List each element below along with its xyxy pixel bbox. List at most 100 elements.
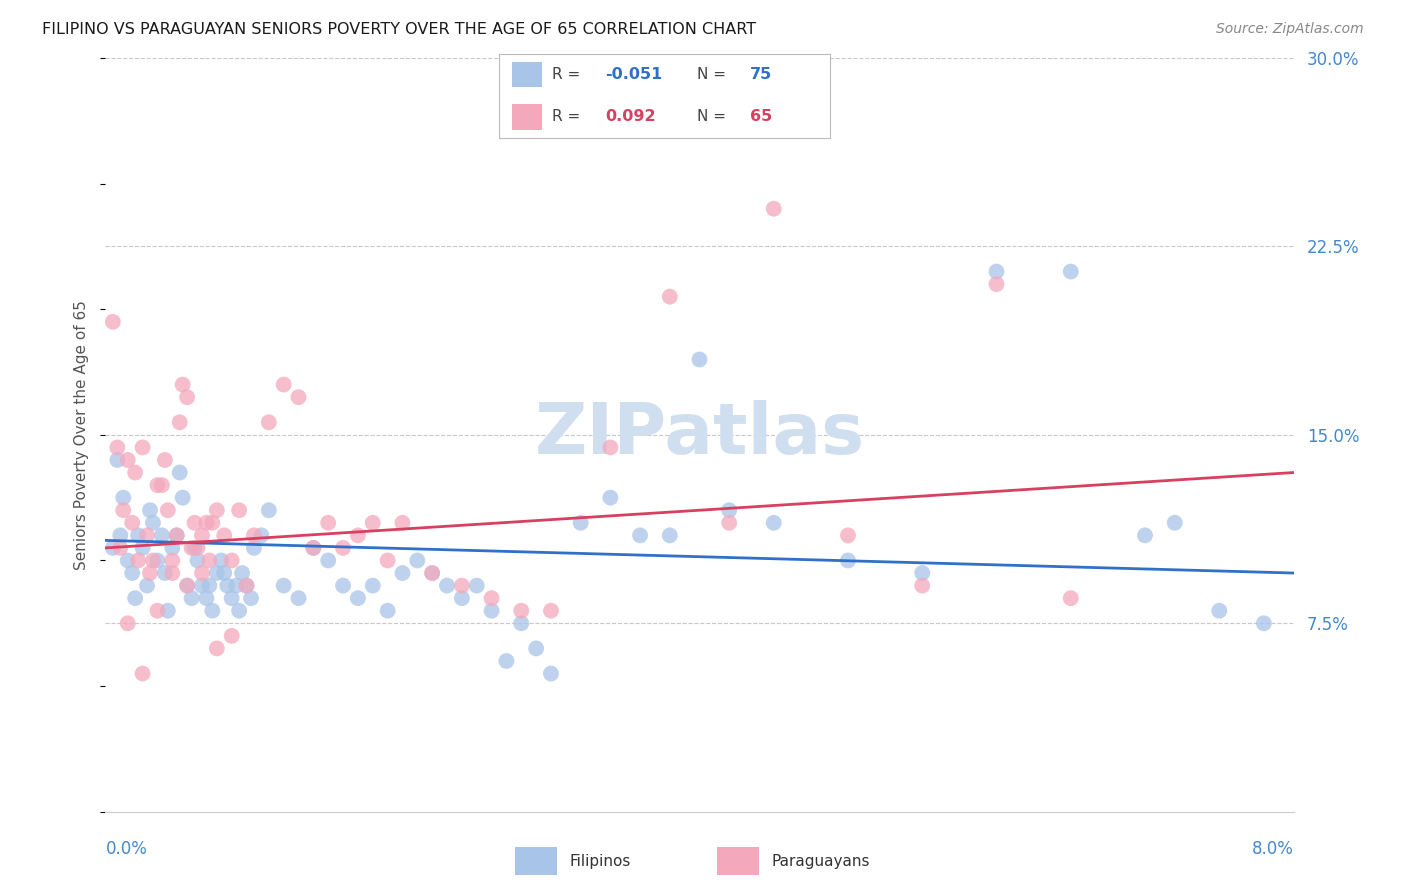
Point — [176, 390, 198, 404]
Point — [228, 604, 250, 618]
Text: Filipinos: Filipinos — [569, 854, 631, 869]
Point — [377, 553, 399, 567]
Point — [139, 566, 162, 580]
Point — [540, 604, 562, 618]
Point — [718, 516, 741, 530]
Point — [911, 579, 934, 593]
Point — [273, 377, 295, 392]
Point — [273, 579, 295, 593]
Point — [302, 541, 325, 555]
Point — [186, 541, 208, 555]
Point — [162, 541, 184, 555]
Point — [162, 566, 184, 580]
Point — [131, 541, 153, 555]
Point — [142, 516, 165, 530]
Point — [986, 277, 1008, 292]
Point — [112, 503, 135, 517]
Point — [1060, 264, 1083, 278]
Point — [166, 528, 188, 542]
Point — [105, 453, 128, 467]
Point — [217, 579, 239, 593]
Point — [347, 528, 370, 542]
Point — [214, 566, 236, 580]
Point — [124, 466, 146, 480]
Point — [146, 604, 169, 618]
Point — [524, 641, 547, 656]
Point — [146, 553, 169, 567]
Point — [131, 666, 153, 681]
Point — [136, 528, 159, 542]
Point — [347, 591, 370, 606]
Point — [243, 541, 266, 555]
Point — [1164, 516, 1187, 530]
Point — [101, 315, 124, 329]
Bar — [717, 847, 759, 875]
Point — [209, 553, 232, 567]
Point — [101, 541, 124, 555]
Point — [450, 591, 472, 606]
Point — [510, 604, 533, 618]
Point — [205, 641, 228, 656]
Text: R =: R = — [553, 67, 581, 82]
Point — [599, 441, 621, 455]
Point — [146, 478, 169, 492]
Point — [377, 604, 399, 618]
Point — [450, 579, 472, 593]
Point — [191, 528, 214, 542]
Point — [257, 415, 280, 429]
Point — [176, 579, 198, 593]
Point — [718, 503, 741, 517]
Point — [127, 553, 149, 567]
Point — [201, 516, 224, 530]
Point — [1060, 591, 1083, 606]
Text: R =: R = — [553, 109, 581, 124]
Point — [911, 566, 934, 580]
Point — [121, 516, 143, 530]
Point — [221, 591, 243, 606]
Point — [420, 566, 443, 580]
Point — [316, 553, 339, 567]
Point — [391, 566, 413, 580]
Point — [124, 591, 146, 606]
Point — [195, 516, 218, 530]
Y-axis label: Seniors Poverty Over the Age of 65: Seniors Poverty Over the Age of 65 — [75, 300, 90, 570]
Point — [986, 264, 1008, 278]
Point — [183, 516, 205, 530]
Point — [628, 528, 651, 542]
Point — [481, 591, 503, 606]
Point — [406, 553, 429, 567]
Point — [495, 654, 517, 668]
Point — [201, 604, 224, 618]
Point — [231, 566, 253, 580]
Point — [762, 516, 785, 530]
Point — [257, 503, 280, 517]
Point — [332, 541, 354, 555]
Point — [153, 453, 176, 467]
Text: Source: ZipAtlas.com: Source: ZipAtlas.com — [1216, 22, 1364, 37]
Point — [110, 541, 132, 555]
Point — [142, 553, 165, 567]
Point — [136, 579, 159, 593]
Bar — [512, 104, 543, 130]
Point — [176, 579, 198, 593]
Text: N =: N = — [697, 67, 727, 82]
Point — [420, 566, 443, 580]
Text: 0.0%: 0.0% — [105, 840, 148, 858]
Point — [465, 579, 488, 593]
Point — [112, 491, 135, 505]
Point — [156, 503, 179, 517]
Point — [287, 591, 309, 606]
Point — [139, 503, 162, 517]
Point — [121, 566, 143, 580]
Point — [658, 290, 681, 304]
Point — [110, 528, 132, 542]
Point — [228, 503, 250, 517]
Point — [127, 528, 149, 542]
Text: 8.0%: 8.0% — [1251, 840, 1294, 858]
Point — [156, 604, 179, 618]
Point — [166, 528, 188, 542]
Point — [172, 377, 194, 392]
Point — [287, 390, 309, 404]
Point — [316, 516, 339, 530]
Point — [221, 553, 243, 567]
